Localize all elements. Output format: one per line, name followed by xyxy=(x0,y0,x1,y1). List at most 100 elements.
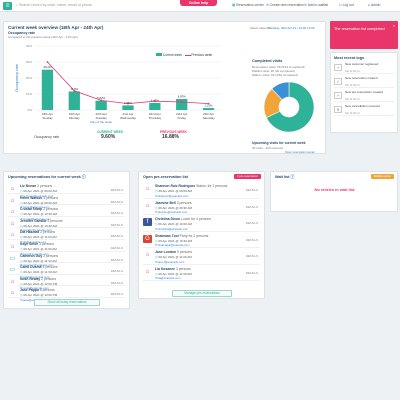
reservation-row[interactable]: ⌂ Shannon Ruiz Rodriguez Status: for 2 pe… xyxy=(143,182,260,199)
reservation-row[interactable]: ▭ Cameron Guy 2 persons ◷ 09 Apr 2021 @ 11… xyxy=(8,252,125,267)
guest-name[interactable]: Jasmine Bell 3 persons xyxy=(155,201,192,205)
clock-icon: ◷ xyxy=(155,189,159,193)
guest-email[interactable]: ✉ shaimaas@example.com xyxy=(155,243,190,247)
reservation-row[interactable]: ⌂ Crustal Sharp 2 persons ◷ 09 Apr 2021 @ … xyxy=(8,205,125,221)
details-link[interactable]: DETAILS xyxy=(245,188,258,192)
guest-email[interactable]: ✉ jane.l@example.com xyxy=(155,260,184,264)
details-link[interactable]: DETAILS xyxy=(110,222,123,227)
nav-reservation-center[interactable]: ▦Reservation center xyxy=(232,3,264,7)
guest-email[interactable]: ✉ helen@example.com xyxy=(20,205,49,209)
reservation-row[interactable]: ⌂ Nosh Neway 2 persons ◷ 09 Apr 2021 @ 12:… xyxy=(8,275,125,290)
reservation-row[interactable]: ▭ Caleb Dusmit 4 persons ◷ 09 Apr 2021 @ 1… xyxy=(8,263,125,279)
details-link[interactable]: DETAILS xyxy=(110,211,123,216)
guest-name[interactable]: Helen Watson 4 persons xyxy=(20,196,58,200)
party-size: 2 persons xyxy=(41,276,57,281)
log-icon: + xyxy=(334,64,342,71)
menu-icon[interactable]: ≡ xyxy=(3,2,12,10)
log-item[interactable]: ✓ New reservation created Sat 11:00 pm xyxy=(334,76,394,88)
guest-name[interactable]: Jane London 5 persons xyxy=(155,250,192,254)
reservation-row[interactable]: G Shaimaas Tool Party for 2 persons ◷ 09 A… xyxy=(143,232,260,248)
guest-name[interactable]: Dia Hazzard 2 persons xyxy=(20,230,55,234)
reservation-row[interactable]: ⌂ Jane Pappa 6 persons ◷ 09 Apr 2021 @ 12:… xyxy=(8,286,125,302)
details-link[interactable]: DETAILS xyxy=(110,199,123,204)
party-size: Status: for 2 persons xyxy=(196,184,228,188)
guest-name[interactable]: Christina Dixon Lunch for 4 persons xyxy=(155,217,211,221)
guest-email[interactable]: ✉ dia@example.com xyxy=(20,240,46,244)
guest-email[interactable]: ✉ jo.brown@example.com xyxy=(20,194,53,198)
guest-name[interactable]: Liz Brown 3 persons xyxy=(20,184,52,188)
reservation-row[interactable]: ⌂ Kaye Smile 3 persons ◷ 09 Apr 2021 @ 11:… xyxy=(8,240,125,256)
mail-icon: ✉ xyxy=(155,276,159,280)
plus-icon: ⊕ xyxy=(304,3,307,7)
guest-email[interactable]: ✉ christina@example.com xyxy=(155,227,188,231)
details-link[interactable]: DETAILS xyxy=(110,292,123,297)
show-all-reservations-button[interactable]: Show all today reservations xyxy=(34,299,100,306)
guest-name[interactable]: Kaye Smile 3 persons xyxy=(20,242,54,246)
party-size: 5 persons xyxy=(177,250,192,254)
guest-email[interactable]: ✉ shannon@example.com xyxy=(155,194,188,198)
details-link[interactable]: DETAILS xyxy=(110,257,123,262)
guest-name[interactable]: Shannon Ruiz Rodriguez Status: for 2 per… xyxy=(155,184,227,188)
x-tick-label: Friday xyxy=(178,116,187,120)
date-text: 09 Apr 2021 @ 12:00 PM xyxy=(23,293,58,298)
party-size: 6 persons xyxy=(39,288,55,293)
details-link[interactable]: DETAILS xyxy=(110,246,123,250)
details-link[interactable]: DETAILS xyxy=(110,234,123,239)
guest-name[interactable]: Lia Kosanee 3 persons xyxy=(155,267,191,271)
guest-email[interactable]: ✉ jasmine@example.com xyxy=(155,210,187,214)
recent-logs-title: Most recent logs xyxy=(334,56,365,60)
guest-email[interactable]: ✉ caleb@example.com xyxy=(20,275,49,279)
guest-name[interactable]: Jane Pappa 6 persons xyxy=(20,288,55,292)
details-link[interactable]: DETAILS xyxy=(245,204,258,209)
nav-admin[interactable]: ●Admin xyxy=(368,3,380,7)
search-input[interactable]: ⌕ Search record by code, name, email or … xyxy=(16,3,92,7)
guest-name[interactable]: Jennifer Gamble 5 persons xyxy=(20,219,62,223)
guest-name[interactable]: Shaimaas Tool Party for 2 persons xyxy=(155,234,208,238)
details-link[interactable]: DETAILS xyxy=(245,221,258,225)
guest-email[interactable]: ✉ nosh@example.com xyxy=(20,286,49,290)
log-item[interactable]: + New pre-reservation created Sat 11:00 pm xyxy=(334,90,394,102)
log-time: Sat 11:00 pm xyxy=(345,70,361,73)
guest-name[interactable]: Caleb Dusmit 4 persons xyxy=(20,265,58,269)
reservation-row[interactable]: ⌂ Lia Kosanee 3 persons ◷ 09 Apr 2021 @ 11… xyxy=(143,265,260,281)
details-link[interactable]: DETAILS xyxy=(245,270,258,275)
nav-log-out[interactable]: ⏻Log out xyxy=(339,3,354,7)
online-help-badge[interactable]: Online help xyxy=(180,0,217,6)
reservation-row[interactable]: f Christina Dixon Lunch for 4 persons ◷ 09… xyxy=(143,215,260,232)
reservation-row[interactable]: ⌂ Jane London 5 persons ◷ 09 Apr 2021 @ 11… xyxy=(143,248,260,265)
date-text: 09 Apr 2021 @ 10:30 AM xyxy=(23,223,58,228)
guest-name[interactable]: Nosh Neway 2 persons xyxy=(20,277,56,281)
open-reservation-center-link[interactable]: Open reservation center xyxy=(285,150,316,154)
reservation-row[interactable]: ⌂ Liz Brown 3 persons ◷ 09 Apr 2021 @ 09:0… xyxy=(8,182,125,198)
details-link[interactable]: DETAILS xyxy=(110,280,123,285)
close-icon[interactable]: × xyxy=(392,23,395,28)
log-item[interactable]: + New customer registered Sat 11:00 pm xyxy=(334,62,394,74)
details-link[interactable]: DETAILS xyxy=(110,269,123,274)
reservation-row[interactable]: ⌂ Dia Hazzard 2 persons ◷ 09 Apr 2021 @ 11… xyxy=(8,228,125,244)
nav-add-waitlist[interactable]: ⊕Add to waitlist xyxy=(304,3,328,7)
manage-pre-reservations-button[interactable]: Manage pre-reservations xyxy=(172,290,232,297)
guest-name[interactable]: Cameron Guy 2 persons xyxy=(20,254,58,258)
guest-email[interactable]: ✉ lia@example.com xyxy=(155,276,180,280)
reservation-row[interactable]: ⌂ Jennifer Gamble 5 persons ◷ 09 Apr 2021 … xyxy=(8,217,125,232)
details-link[interactable]: DETAILS xyxy=(110,188,123,192)
reservation-row[interactable]: ⌂ Helen Watson 4 persons ◷ 09 Apr 2021 @ 0… xyxy=(8,194,125,209)
overview-card: Current week overview (18th Apr - 24th A… xyxy=(3,21,326,154)
mail-icon: ✉ xyxy=(20,205,24,210)
guest-email[interactable]: ✉ jennifer@example.com xyxy=(20,228,52,232)
select-calendar[interactable]: Select calendar xyxy=(250,26,271,30)
guest-email[interactable]: ✉ cameron@example.com xyxy=(20,263,53,267)
details-link[interactable]: DETAILS xyxy=(245,254,258,258)
party-size: Lunch for 4 persons xyxy=(181,217,211,221)
reservation-date: ◷ 09 Apr 2021 @ 09:30 AM xyxy=(155,206,192,210)
log-item[interactable]: ✕ New cancellation received Sat 11:00 pm xyxy=(334,104,394,116)
nav-create-reservation[interactable]: ⊕Create new reservation xyxy=(266,3,304,7)
guest-name[interactable]: Crustal Sharp 2 persons xyxy=(20,207,58,211)
details-link[interactable]: DETAILS xyxy=(245,237,258,242)
upcoming-list: ⌂ Liz Brown 3 persons ◷ 09 Apr 2021 @ 09:0… xyxy=(4,182,129,302)
x-tick-label: Monday xyxy=(69,116,80,120)
guest-email[interactable]: ✉ kaye@example.com xyxy=(20,252,49,256)
reservation-row[interactable]: ⌂ Jasmine Bell 3 persons ◷ 09 Apr 2021 @ 0… xyxy=(143,199,260,215)
guest-name-text: Jasmine Bell xyxy=(155,200,176,205)
guest-email[interactable]: ✉ crustal@example.com xyxy=(20,217,51,221)
